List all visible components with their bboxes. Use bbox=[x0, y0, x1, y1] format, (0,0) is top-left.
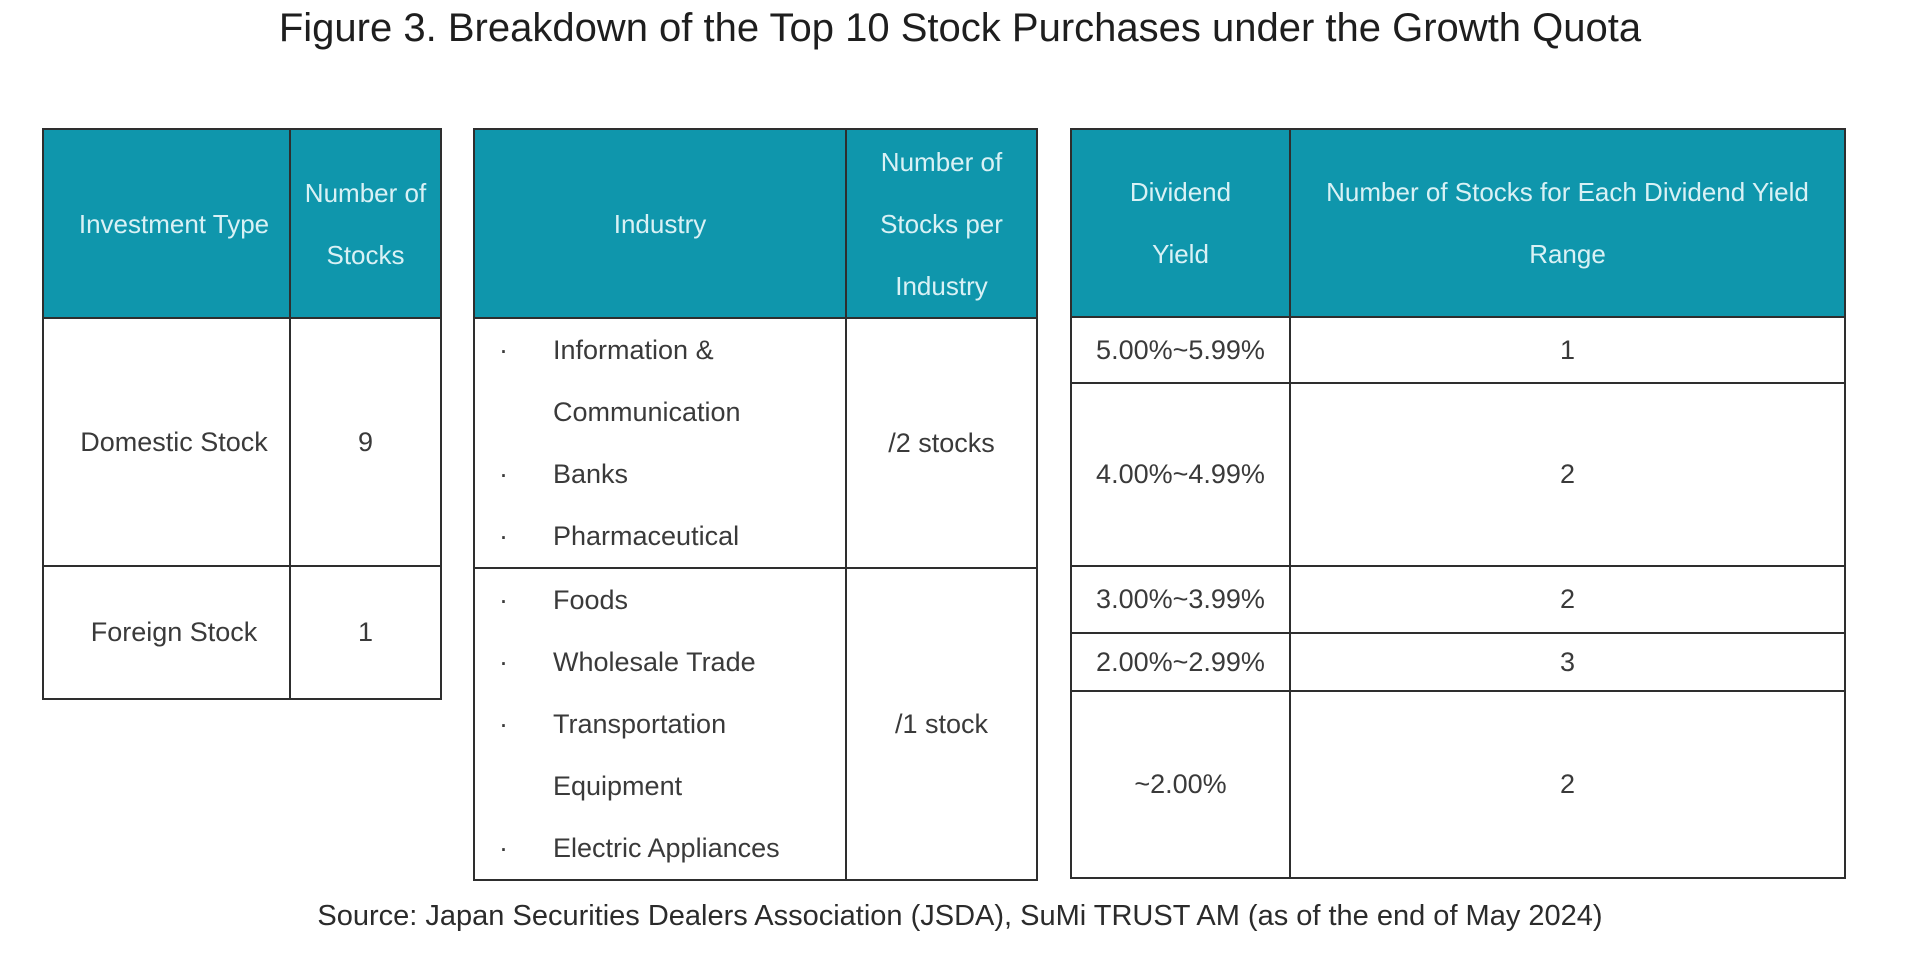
list-item: · Banks bbox=[475, 443, 845, 505]
table-header-row: Investment Type Number of Stocks bbox=[42, 128, 442, 319]
list-item: · Electric Appliances bbox=[475, 817, 845, 879]
industry-table: Industry Number of Stocks per Industry ·… bbox=[473, 128, 1038, 881]
industry-item-label: Foods bbox=[553, 585, 629, 615]
industry-item-label: Information & Communication bbox=[553, 335, 741, 427]
industry-header-cell: Industry bbox=[473, 128, 847, 319]
bullet-icon: · bbox=[499, 709, 508, 739]
bullet-icon: · bbox=[499, 335, 508, 365]
bullet-icon: · bbox=[499, 647, 508, 677]
list-item: · Pharmaceutical bbox=[475, 505, 845, 567]
table-header-row: Dividend Yield Number of Stocks for Each… bbox=[1070, 128, 1846, 318]
dividend-range-cell: 2.00%~2.99% bbox=[1070, 632, 1291, 692]
dividend-count-cell: 2 bbox=[1289, 690, 1846, 879]
stocks-per-yield-header-cell: Number of Stocks for Each Dividend Yield… bbox=[1289, 128, 1846, 318]
dividend-count-cell: 2 bbox=[1289, 382, 1846, 567]
industry-item-label: Banks bbox=[553, 459, 629, 489]
list-item: · Foods bbox=[475, 569, 845, 631]
industry-item-label: Electric Appliances bbox=[553, 833, 780, 863]
source-note: Source: Japan Securities Dealers Associa… bbox=[317, 900, 1603, 932]
bullet-icon: · bbox=[499, 833, 508, 863]
list-item: · Information & Communication bbox=[475, 319, 845, 443]
dividend-yield-header-cell: Dividend Yield bbox=[1070, 128, 1291, 318]
stocks-per-industry-cell: /1 stock bbox=[845, 567, 1038, 881]
dividend-count-cell: 2 bbox=[1289, 565, 1846, 634]
stock-count-cell: 1 bbox=[289, 565, 442, 700]
table-row: ~2.00% 2 bbox=[1070, 690, 1846, 879]
dividend-count-cell: 3 bbox=[1289, 632, 1846, 692]
stocks-per-industry-cell: /2 stocks bbox=[845, 317, 1038, 569]
table-row: 3.00%~3.99% 2 bbox=[1070, 565, 1846, 634]
industry-item-label: Wholesale Trade bbox=[553, 647, 756, 677]
list-item: · Transportation Equipment bbox=[475, 693, 845, 817]
industry-list: · Foods · Wholesale Trade · Transportati… bbox=[473, 567, 847, 881]
list-item: · Wholesale Trade bbox=[475, 631, 845, 693]
table-row: Domestic Stock 9 bbox=[42, 317, 442, 567]
dividend-count-cell: 1 bbox=[1289, 316, 1846, 384]
investment-type-header-cell: Investment Type bbox=[42, 128, 291, 319]
table-header-row: Industry Number of Stocks per Industry bbox=[473, 128, 1038, 319]
dividend-range-cell: ~2.00% bbox=[1070, 690, 1291, 879]
bullet-icon: · bbox=[499, 585, 508, 615]
bullet-icon: · bbox=[499, 521, 508, 551]
figure-title: Figure 3. Breakdown of the Top 10 Stock … bbox=[278, 6, 1642, 50]
industry-item-label: Pharmaceutical bbox=[553, 521, 740, 551]
dividend-range-cell: 3.00%~3.99% bbox=[1070, 565, 1291, 634]
stocks-per-industry-header-cell: Number of Stocks per Industry bbox=[845, 128, 1038, 319]
investment-type-cell: Domestic Stock bbox=[42, 317, 291, 567]
bullet-icon: · bbox=[499, 459, 508, 489]
dividend-range-cell: 4.00%~4.99% bbox=[1070, 382, 1291, 567]
dividend-yield-table: Dividend Yield Number of Stocks for Each… bbox=[1070, 128, 1846, 879]
table-row: 4.00%~4.99% 2 bbox=[1070, 382, 1846, 567]
dividend-range-cell: 5.00%~5.99% bbox=[1070, 316, 1291, 384]
table-row: Foreign Stock 1 bbox=[42, 565, 442, 700]
investment-type-cell: Foreign Stock bbox=[42, 565, 291, 700]
table-row: 2.00%~2.99% 3 bbox=[1070, 632, 1846, 692]
table-row: · Information & Communication · Banks · … bbox=[473, 317, 1038, 569]
stock-count-cell: 9 bbox=[289, 317, 442, 567]
investment-type-table: Investment Type Number of Stocks Domesti… bbox=[42, 128, 442, 700]
table-row: 5.00%~5.99% 1 bbox=[1070, 316, 1846, 384]
number-of-stocks-header-cell: Number of Stocks bbox=[289, 128, 442, 319]
industry-list: · Information & Communication · Banks · … bbox=[473, 317, 847, 569]
industry-item-label: Transportation Equipment bbox=[553, 709, 727, 801]
table-row: · Foods · Wholesale Trade · Transportati… bbox=[473, 567, 1038, 881]
